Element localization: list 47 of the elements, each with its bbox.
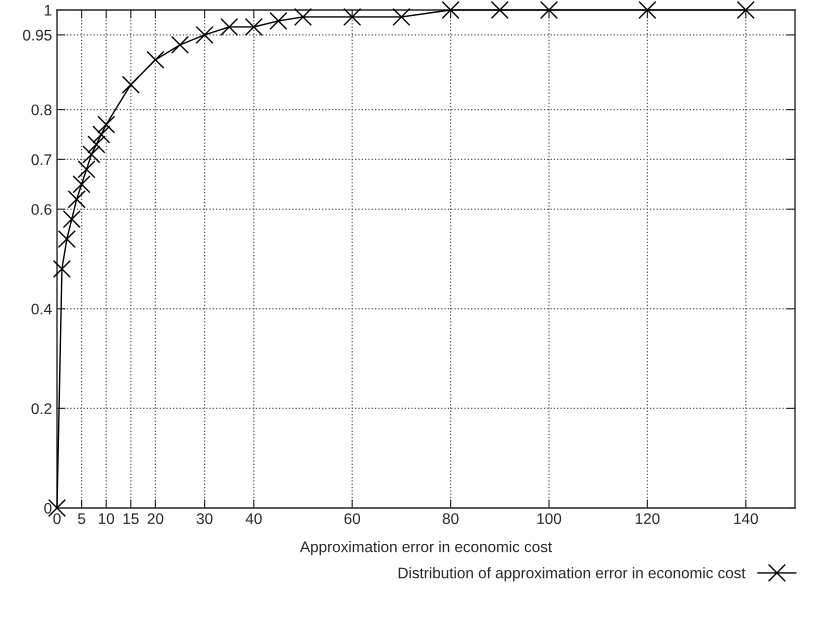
point: [52, 260, 71, 278]
point: [146, 50, 164, 69]
point: [170, 36, 190, 54]
point: [122, 76, 140, 94]
point: [87, 135, 106, 154]
point: [72, 175, 91, 194]
point: [638, 0, 656, 20]
point: [62, 210, 81, 228]
x-tick-label: 10: [98, 513, 114, 524]
point: [97, 116, 116, 134]
y-tick-label: 0.6: [32, 204, 52, 215]
y-tick-label: 0.2: [32, 403, 52, 414]
x-axis-title: Approximation error in economic cost: [300, 540, 552, 556]
x-tick-label: 30: [196, 513, 212, 524]
x-tick-label: 5: [78, 513, 86, 524]
point: [82, 145, 100, 164]
point: [77, 160, 96, 178]
x-tick-label: 15: [123, 513, 139, 524]
point: [220, 18, 238, 36]
y-tick-label: 1: [44, 5, 52, 16]
point: [490, 0, 509, 20]
point: [92, 125, 110, 144]
point: [343, 8, 362, 26]
x-tick-label: 40: [246, 513, 262, 524]
legend-label: Distribution of approximation error in economic cost: [398, 567, 746, 582]
point: [442, 0, 460, 20]
y-tick-label: 0: [44, 502, 52, 514]
point: [392, 8, 410, 26]
x-tick-label: 20: [148, 513, 164, 524]
y-tick-label: 0.95: [23, 30, 52, 41]
y-tick-label: 0.8: [32, 104, 52, 116]
y-tick-label: 0.4: [32, 304, 52, 314]
point: [68, 190, 86, 208]
x-tick-label: 120: [636, 513, 660, 524]
x-tick-label: 80: [442, 513, 458, 524]
point: [58, 230, 76, 248]
x-tick-label: 0: [53, 513, 61, 524]
point: [736, 0, 755, 20]
point: [196, 26, 214, 44]
x-tick-label: 100: [537, 513, 562, 524]
y-tick-label: 0.7: [32, 154, 52, 166]
point: [269, 12, 288, 30]
point: [244, 18, 263, 36]
point: [294, 8, 312, 26]
point: [540, 0, 558, 20]
x-tick-label: 140: [734, 513, 758, 524]
x-tick-label: 60: [344, 513, 360, 524]
